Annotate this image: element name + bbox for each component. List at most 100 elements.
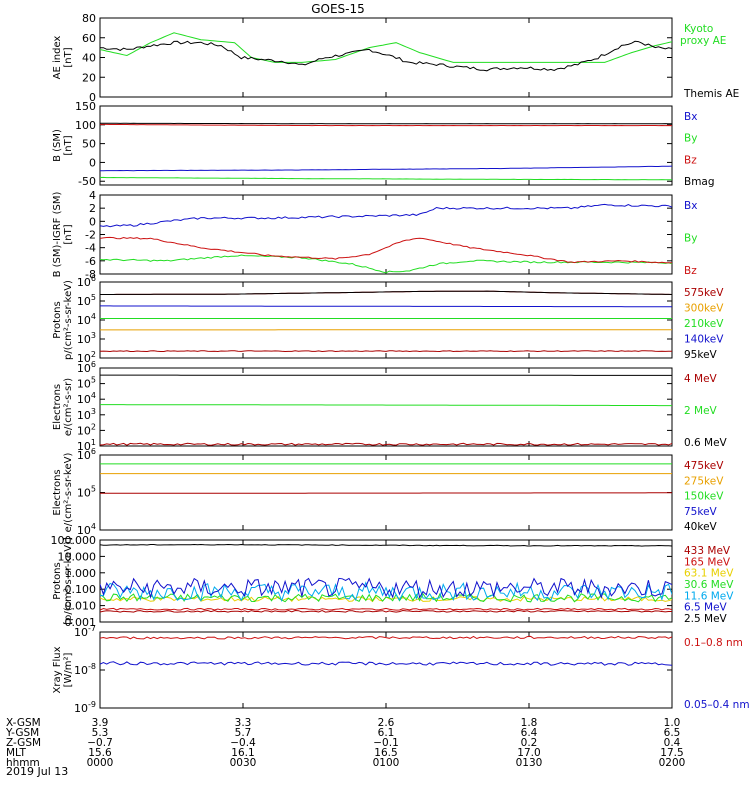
series-line-kyoto-proxy-ae: [100, 32, 672, 63]
y-tick-label: 10-9: [74, 700, 96, 715]
series-line-bz: [100, 123, 672, 127]
y-tick-label: 104: [77, 391, 96, 406]
series-line-4-mev: [100, 442, 672, 446]
panel-frame: [99, 17, 673, 98]
y-axis-unit: [W/m²]: [63, 652, 74, 687]
date-label: 2019 Jul 13: [6, 765, 68, 778]
x-row-value: −0.4: [230, 737, 256, 749]
legend-label: 210keV: [684, 318, 724, 330]
y-axis-label: Protons: [52, 562, 63, 599]
x-row-value: 17.5: [660, 747, 683, 759]
y-tick-label: 50: [82, 138, 96, 151]
x-row-value: 0100: [373, 757, 400, 769]
legend-label: 2 MeV: [684, 405, 718, 417]
x-row-value: 15.6: [88, 747, 112, 759]
legend-label: proxy AE: [680, 35, 726, 47]
x-row-label: hhmm: [6, 757, 40, 769]
y-tick-label: 106: [77, 447, 96, 462]
y-tick-label: 80: [82, 12, 96, 25]
legend-label: Bz: [684, 265, 697, 277]
legend-label: By: [684, 233, 697, 245]
y-axis-unit: [p/(cm²-s-sr-keV)]: [63, 537, 74, 625]
y-tick-label: 2: [89, 202, 96, 215]
y-axis-unit: [nT]: [63, 135, 74, 155]
x-row-label: MLT: [6, 747, 26, 759]
x-row-label: Y-GSM: [5, 727, 39, 739]
y-axis-label: AE index: [52, 36, 63, 80]
series-line-30-6-mev: [100, 592, 672, 603]
y-axis-label: Protons: [52, 301, 63, 338]
y-axis-unit: e/(cm²-s-sr): [63, 378, 74, 436]
y-tick-label: 10-7: [74, 624, 96, 639]
legend-label: Bx: [684, 200, 697, 212]
legend-label: 0.05–0.4 nm: [684, 699, 750, 711]
y-tick-label: 104: [77, 312, 96, 327]
y-tick-label: -8: [85, 268, 96, 281]
series-line-6-5-mev: [100, 577, 672, 600]
legend-label: 433 MeV: [684, 545, 731, 557]
x-row-value: 0.4: [664, 737, 681, 749]
y-tick-label: 104: [77, 522, 96, 537]
legend-label: By: [684, 133, 697, 145]
series-line-bx: [100, 165, 672, 172]
panel-frame: [99, 367, 673, 447]
y-tick-label: 40: [82, 52, 96, 65]
panel-frame: [99, 631, 673, 709]
y-tick-label: 103: [77, 407, 96, 422]
x-row-value: −0.7: [87, 737, 113, 749]
x-row-value: 0130: [516, 757, 543, 769]
y-tick-label: 0: [89, 91, 96, 104]
legend-label: 575keV: [684, 287, 724, 299]
x-axis-table: X-GSM 3.9 3.3 2.6 1.8 1.0 Y-GSM 5.3 5.7 6.1 6.4 6.5…: [5, 717, 685, 769]
series-line-475kev: [100, 492, 672, 494]
legend-label: 150keV: [684, 491, 724, 503]
y-axis-label: Xray Flux: [52, 646, 63, 693]
legend-label: 95keV: [684, 349, 718, 361]
y-tick-label: 0: [89, 215, 96, 228]
legend-label: 140keV: [684, 334, 724, 346]
x-row-value: 16.5: [374, 747, 397, 759]
series-line-0-1-0-8-nm: [100, 635, 672, 640]
legend-label: 63.1 MeV: [684, 568, 734, 580]
y-axis-label: Electrons: [52, 469, 63, 515]
y-tick-label: 105: [77, 376, 96, 391]
y-tick-label: -2: [85, 229, 96, 242]
y-tick-label: 105: [77, 485, 96, 500]
x-row-value: 3.3: [235, 717, 252, 729]
x-row-value: 5.3: [92, 727, 109, 739]
x-row-value: −0.1: [373, 737, 399, 749]
x-row-value: 2.6: [378, 717, 395, 729]
y-axis-label: B (SM)-IGRF (SM): [52, 192, 63, 278]
x-row-value: 0.2: [521, 737, 538, 749]
series-line-0-05-0-4-nm: [100, 661, 672, 666]
x-row-value: 0030: [230, 757, 257, 769]
series-line-2-5-mev: [100, 543, 672, 547]
series-line-95kev: [100, 290, 672, 295]
series-line-575kev-low: [100, 350, 672, 353]
series-line-2-mev: [100, 404, 672, 407]
legend-label: 2.5 MeV: [684, 613, 728, 625]
y-tick-label: 1.000: [65, 567, 97, 580]
y-tick-label: 106: [77, 360, 96, 375]
panel-6: 104 105 106 Electrons e/(cm²-s-sr-keV) 475keV…: [52, 447, 724, 537]
legend-label: Themis AE: [683, 88, 739, 100]
y-tick-label: 100.000: [51, 534, 97, 547]
y-tick-label: 150: [75, 100, 96, 113]
x-row-label: X-GSM: [6, 717, 41, 729]
y-tick-label: 0.001: [65, 616, 97, 629]
y-tick-label: 60: [82, 32, 96, 45]
x-row-value: 17.0: [517, 747, 540, 759]
y-tick-label: 4: [89, 189, 96, 202]
x-row-value: 1.0: [664, 717, 681, 729]
figure-title: GOES-15: [311, 2, 365, 16]
series-line-bz: [100, 236, 672, 264]
y-tick-label: 20: [82, 71, 96, 84]
x-row-value: 6.1: [378, 727, 395, 739]
y-tick-label: 0.010: [65, 600, 97, 613]
y-tick-label: 101: [77, 438, 96, 453]
legend-label: 40keV: [684, 521, 718, 533]
legend-label: 75keV: [684, 506, 718, 518]
series-line-11-6-mev: [100, 581, 672, 603]
